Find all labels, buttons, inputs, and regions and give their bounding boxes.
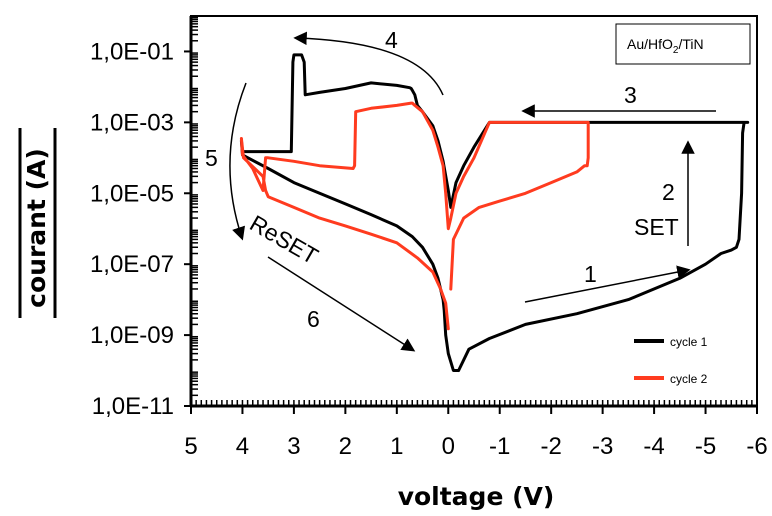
inset-label-tail: /TiN <box>678 36 703 52</box>
y-tick-label: 1,0E-05 <box>90 180 174 207</box>
y-tick-label: 1,0E-03 <box>90 109 174 136</box>
y-tick-label: 1,0E-09 <box>90 322 174 349</box>
y-tick-label: 1,0E-11 <box>92 393 174 420</box>
inset-label-main: Au/HfO <box>627 36 673 52</box>
x-tick-label: 3 <box>287 433 300 460</box>
x-tick-label: 5 <box>184 433 197 460</box>
annotation-2: 2 <box>662 179 675 205</box>
x-tick-label: -4 <box>643 433 664 460</box>
inset-label-box: Au/HfO2/TiN <box>615 23 751 65</box>
arrow-1 <box>524 265 691 303</box>
y-tick-label: 1,0E-07 <box>90 251 174 278</box>
x-tick-label: -3 <box>592 433 613 460</box>
legend: cycle 1 cycle 2 <box>634 335 708 386</box>
inset-label: Au/HfO2/TiN <box>627 36 704 56</box>
annotation-6: 6 <box>307 306 320 332</box>
y-tick-label: 1,0E-01 <box>90 38 174 65</box>
arrow-6 <box>267 256 416 352</box>
annotation-set: SET <box>634 214 679 240</box>
annotations: 1 2 SET 3 4 5 ReSET 6 <box>205 27 716 352</box>
y-axis-title: courant (A) <box>22 148 51 308</box>
legend-label-cycle-2: cycle 2 <box>670 372 708 386</box>
inset-frame <box>615 23 751 65</box>
x-tick-label: -1 <box>489 433 510 460</box>
annotation-5: 5 <box>205 145 218 171</box>
annotation-1: 1 <box>584 261 597 287</box>
x-tick-label: 4 <box>236 433 249 460</box>
x-axis-title: voltage (V) <box>398 482 555 511</box>
y-tick-marks <box>184 16 198 407</box>
x-tick-label: 0 <box>442 433 455 460</box>
y-axis-title-group: courant (A) <box>22 148 51 308</box>
arrow-5 <box>229 82 247 241</box>
x-tick-labels: 5 4 3 2 1 0 -1 -2 -3 -4 -5 -6 <box>184 433 767 460</box>
series-lines <box>239 53 750 372</box>
annotation-reset: ReSET <box>246 210 323 270</box>
annotation-4: 4 <box>385 27 398 53</box>
legend-label-cycle-1: cycle 1 <box>670 335 708 349</box>
arrow-4 <box>293 31 444 96</box>
series-line-cycle-2 <box>239 101 590 331</box>
annotation-3: 3 <box>624 82 637 108</box>
y-tick-labels: 1,0E-11 1,0E-09 1,0E-07 1,0E-05 1,0E-03 1,0E-… <box>90 38 174 420</box>
x-tick-label: 1 <box>390 433 403 460</box>
x-tick-label: -6 <box>746 433 767 460</box>
x-tick-label: 2 <box>339 433 352 460</box>
x-tick-label: -5 <box>695 433 716 460</box>
series-line-cycle-1 <box>239 53 750 372</box>
inset-label-sub: 2 <box>673 45 679 56</box>
x-tick-label: -2 <box>541 433 562 460</box>
